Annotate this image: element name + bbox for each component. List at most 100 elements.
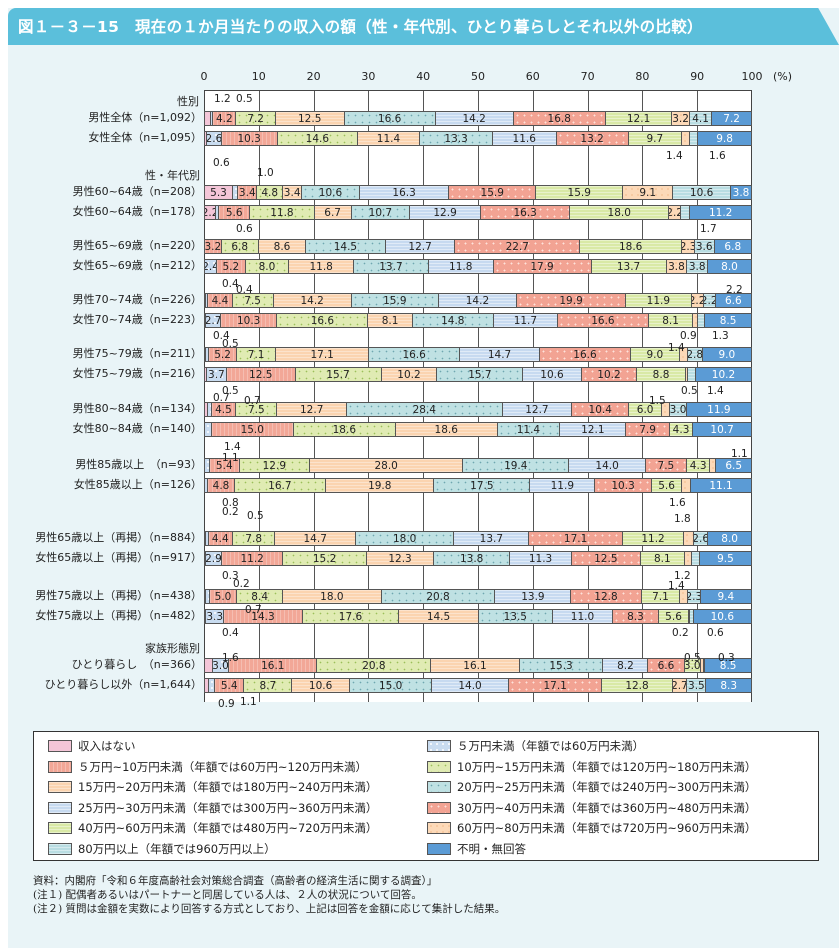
bar-segment: 14.8 (412, 313, 494, 328)
row-label: 男性65~69歳（n=220） (72, 239, 202, 252)
legend-item: 収入はない (48, 738, 136, 754)
bar-segment (204, 678, 209, 693)
bar-segment (204, 551, 206, 566)
bar-segment: 5.0 (209, 589, 238, 604)
bar-segment: 2.3 (688, 589, 701, 604)
row-label: 女性65~69歳（n=212） (72, 259, 202, 272)
value-callout: 1.0 (257, 167, 274, 179)
bar-segment (698, 313, 706, 328)
bar-segment: 3.5 (687, 678, 707, 693)
legend-item: ５万円未満（年額では60万円未満） (427, 738, 644, 754)
legend-item: 40万円~60万円未満（年額では480万円~720万円未満） (48, 820, 377, 836)
bar-segment: 16.3 (480, 205, 571, 220)
bar-segment: 18.0 (283, 589, 382, 604)
bar-segment: 15.7 (437, 367, 524, 382)
bar-segment: 5.4 (214, 678, 245, 693)
row-label: 女性65歳以上（再掲）（n=917） (35, 551, 202, 564)
bar-segment: 11.6 (493, 131, 557, 146)
bar-segment: 13.7 (591, 259, 667, 274)
x-tick-label: 60 (525, 70, 540, 83)
stacked-bar: 3.0 16.1 20.8 16.1 15.3 8.2 6.6 3.0 8.5 (204, 658, 752, 673)
bar-segment: 2.3 (682, 239, 695, 254)
bar-segment (204, 293, 207, 308)
row-label: 女性全体（n=1,095） (88, 131, 202, 144)
bar-segment: 10.3 (595, 478, 652, 493)
stacked-bar: 3.3 14.3 17.6 14.5 13.5 11.0 8.3 5.6 10.6 (204, 609, 752, 624)
bar-segment (216, 205, 220, 220)
bar-segment: 2.8 (687, 347, 703, 362)
bar-segment: 16.1 (229, 658, 318, 673)
bar-segment: 3.3 (206, 609, 225, 624)
bar-segment: 10.6 (292, 678, 351, 693)
legend-swatch (427, 760, 451, 773)
bar-segment: 8.0 (708, 259, 752, 274)
bar-segment (703, 658, 706, 673)
bar-segment: 11.9 (530, 478, 596, 493)
legend: 収入はない ５万円未満（年額では60万円未満） ５万円~10万円未満（年額では60万… (33, 731, 819, 861)
bar-segment: 10.6 (523, 367, 582, 382)
bar-segment: 10.3 (221, 131, 278, 146)
value-callout: 0.3 (222, 570, 239, 582)
bar-segment: 16.6 (369, 347, 460, 362)
bar-segment: 12.1 (605, 111, 673, 126)
x-tick-label: 0 (200, 70, 208, 83)
bar-segment (206, 589, 210, 604)
bar-segment: 18.0 (355, 531, 455, 546)
bar-segment: 12.7 (502, 402, 573, 417)
value-callout: 1.1 (240, 696, 257, 708)
value-callout: 1.5 (649, 395, 666, 407)
bar-segment (207, 402, 212, 417)
bar-segment: 18.0 (570, 205, 670, 220)
value-callout: 1.4 (224, 441, 241, 453)
bar-segment: 8.2 (603, 658, 649, 673)
stacked-bar: 2.710.316.68.114.811.716.68.18.5 (204, 313, 752, 328)
bar-segment: 12.5 (227, 367, 296, 382)
bar-segment: 14.3 (224, 609, 303, 624)
bar-segment: 11.8 (250, 205, 315, 220)
row-label: 女性70~74歳（n=223） (72, 313, 202, 326)
value-callout: 1.6 (709, 150, 726, 162)
stacked-bar: 3.7 12.5 15.7 10.2 15.7 10.6 10.2 8.8 10.2 (204, 367, 752, 382)
value-callout: 1.1 (731, 448, 748, 460)
bar-segment: 11.9 (686, 402, 752, 417)
bar-segment (681, 131, 690, 146)
bar-segment: 3.8 (666, 259, 688, 274)
bar-segment: 10.7 (693, 422, 752, 437)
row-label: 女性85歳以上（n=126） (73, 478, 202, 491)
bar-segment: 5.4 (210, 458, 240, 473)
bar-segment (682, 478, 692, 493)
legend-item: 不明・無回答 (427, 841, 526, 857)
bar-segment: 7.5 (232, 293, 274, 308)
value-callout: 2.2 (726, 284, 743, 296)
bar-segment (204, 131, 208, 146)
bar-segment: 16.1 (431, 658, 520, 673)
bar-segment: 17.1 (508, 678, 603, 693)
bar-segment: 12.9 (410, 205, 481, 220)
bar-segment: 12.7 (277, 402, 347, 417)
legend-label: 30万円~40万円未満（年額では360万円~480万円未満） (457, 800, 757, 815)
bar-segment: 8.1 (368, 313, 413, 328)
bar-segment: 6.8 (221, 239, 259, 254)
value-callout: 1.4 (707, 385, 724, 397)
bar-segment (690, 609, 694, 624)
bar-segment: 13.7 (353, 259, 429, 274)
value-callout: 1.4 (666, 150, 683, 162)
x-tick-label: 50 (471, 70, 485, 83)
value-callout: 0.7 (245, 604, 262, 616)
value-callout: 1.6 (222, 652, 239, 664)
bar-segment: 18.6 (293, 422, 396, 437)
bar-segment: 19.9 (516, 293, 627, 308)
legend-swatch (48, 760, 72, 773)
row-label: ひとり暮らし （n=366） (71, 658, 202, 671)
stacked-bar: 4.5 7.5 12.7 28.4 12.7 10.4 6.0 3.0 11.9 (204, 402, 752, 417)
bar-segment: 8.4 (237, 589, 284, 604)
bar-segment: 11.1 (691, 478, 752, 493)
bar-segment: 4.1 (689, 111, 713, 126)
gridline (313, 91, 315, 702)
bar-segment: 3.2 (672, 111, 690, 126)
bar-segment: 12.8 (571, 589, 642, 604)
bar-segment: 16.6 (277, 313, 369, 328)
bar-segment: 3.2 (204, 239, 222, 254)
bar-segment: 6.7 (314, 205, 352, 220)
group-label-sex-age: 性・年代別 (145, 169, 200, 182)
